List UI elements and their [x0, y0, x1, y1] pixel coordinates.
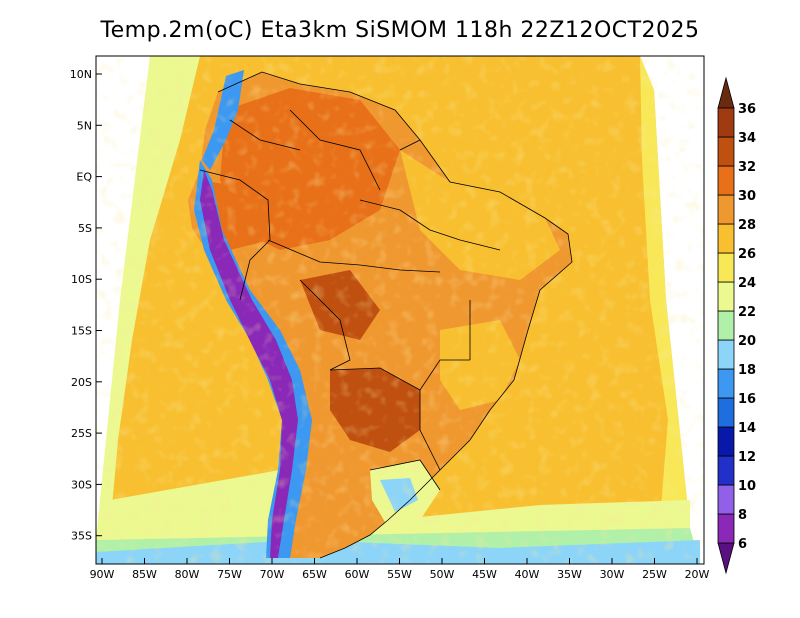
lon-tick-label: 85W: [132, 568, 157, 581]
lat-tick-label: 10N: [70, 68, 92, 81]
colorbar-level-label: 6: [738, 537, 747, 552]
colorbar-level-label: 24: [738, 276, 756, 291]
map-title: Temp.2m(oC) Eta3km SiSMOM 118h 22Z12OCT2…: [100, 18, 700, 43]
lon-tick-label: 50W: [430, 568, 455, 581]
colorbar-level-label: 16: [738, 392, 756, 407]
lat-tick-label: 30S: [71, 478, 92, 491]
lon-tick-label: 45W: [472, 568, 497, 581]
country-borders: [199, 71, 573, 559]
colorbar-level-label: 34: [738, 131, 756, 146]
lat-tick-label: 20S: [71, 376, 92, 389]
colorbar-segment: [717, 165, 735, 196]
colorbar-segment: [717, 281, 735, 312]
colorbar-segment: [717, 107, 735, 138]
lon-tick-label: 90W: [90, 568, 115, 581]
lat-tick-label: 5N: [77, 119, 92, 132]
lon-tick-label: 25W: [642, 568, 667, 581]
colorbar-segment: [717, 455, 735, 486]
lon-tick-label: 70W: [260, 568, 285, 581]
colorbar-segment: [717, 368, 735, 399]
lon-tick-label: 35W: [557, 568, 582, 581]
colorbar-max-arrow: [717, 76, 735, 109]
lat-tick-label: 15S: [71, 325, 92, 338]
colorbar-level-label: 8: [738, 508, 747, 523]
colorbar-segment: [717, 339, 735, 370]
lon-tick-label: 80W: [175, 568, 200, 581]
colorbar-segment: [717, 194, 735, 225]
lon-tick-label: 75W: [217, 568, 242, 581]
colorbar-segment: [717, 136, 735, 167]
colorbar-segment: [717, 397, 735, 428]
colorbar-segment: [717, 484, 735, 515]
lon-tick-label: 40W: [515, 568, 540, 581]
longitude-axis: 90W 85W 80W 75W 70W 65W 60W 55W 50W 45W 40W 35W 30W 2…: [90, 558, 710, 581]
colorbar-level-label: 28: [738, 218, 756, 233]
colorbar-level-label: 22: [738, 305, 756, 320]
lat-tick-label: EQ: [76, 171, 92, 184]
colorbar-level-label: 30: [738, 189, 756, 204]
map-domain: [96, 56, 704, 564]
lat-tick-label: 35S: [71, 530, 92, 543]
colorbar-level-label: 26: [738, 247, 756, 262]
colorbar-level-label: 14: [738, 421, 756, 436]
lon-tick-label: 55W: [387, 568, 412, 581]
lat-tick-label: 10S: [71, 273, 92, 286]
colorbar-level-label: 20: [738, 334, 756, 349]
colorbar-level-label: 10: [738, 479, 756, 494]
lon-tick-label: 60W: [345, 568, 370, 581]
colorbar-min-arrow: [717, 542, 735, 575]
colorbar-level-label: 12: [738, 450, 756, 465]
lon-tick-label: 65W: [302, 568, 327, 581]
lon-tick-label: 30W: [600, 568, 625, 581]
colorbar-level-label: 18: [738, 363, 756, 378]
lat-tick-label: 25S: [71, 427, 92, 440]
colorbar-segment: [717, 252, 735, 283]
latitude-axis: 10N 5N EQ 5S 10S 15S 20S 25S 30S 35S: [70, 68, 102, 543]
lat-tick-label: 5S: [78, 222, 92, 235]
colorbar-segment: [717, 223, 735, 254]
colorbar-segment: [717, 310, 735, 341]
colorbar-segment: [717, 513, 735, 544]
terrain-speckle: [96, 56, 704, 564]
colorbar-segment: [717, 426, 735, 457]
colorbar: 6 8 10 12 14 16 18 20 22 24 26 28 30 32 34 36: [717, 76, 756, 575]
lon-tick-label: 20W: [685, 568, 710, 581]
colorbar-level-label: 36: [738, 102, 756, 117]
colorbar-level-label: 32: [738, 160, 756, 175]
